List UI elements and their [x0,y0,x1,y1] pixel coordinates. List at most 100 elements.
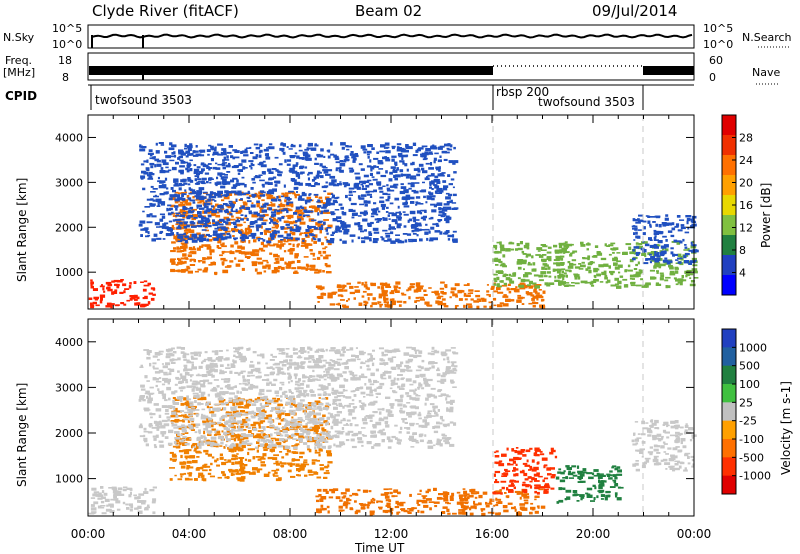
data-cell [247,434,254,438]
data-cell [636,235,641,239]
data-cell [297,378,301,382]
data-cell [442,423,449,427]
data-cell [174,218,181,222]
data-cell [193,449,197,452]
data-cell [349,153,354,156]
data-cell [446,206,452,210]
data-cell [295,380,300,383]
data-cell [685,215,692,218]
data-cell [253,176,259,178]
data-cell [278,422,282,425]
data-cell [546,283,551,287]
data-cell [434,425,441,429]
data-cell [323,185,329,188]
data-cell [505,248,511,252]
data-cell [233,350,240,353]
data-cell [88,297,93,300]
data-cell [407,369,413,372]
data-cell [161,419,168,423]
data-cell [217,240,222,244]
data-cell [167,228,173,232]
data-cell [420,217,424,220]
data-cell [410,412,415,416]
data-cell [304,408,308,411]
data-cell [180,402,185,406]
data-cell [318,269,322,273]
data-cell [300,362,304,366]
data-cell [558,245,563,249]
data-cell [519,296,525,299]
data-cell [222,392,226,396]
data-cell [387,446,392,449]
data-cell [429,367,432,370]
data-cell [97,505,102,509]
data-cell [215,444,219,448]
data-cell [358,302,363,306]
data-cell [653,264,660,267]
data-cell [370,166,375,170]
data-cell [243,441,248,445]
data-cell [303,209,308,213]
data-cell [635,271,642,275]
data-cell [161,159,167,163]
data-cell [212,219,215,223]
data-cell [629,274,635,278]
data-cell [525,256,529,258]
data-cell [305,268,310,270]
data-cell [256,441,260,444]
data-cell [235,208,238,212]
data-cell [223,380,230,383]
data-cell [187,270,193,274]
data-cell [216,176,219,180]
data-cell [195,381,201,385]
data-cell [272,231,278,235]
data-cell [616,260,621,263]
data-cell [414,227,419,231]
data-cell [239,472,244,475]
data-cell [300,428,305,432]
data-cell [451,207,458,210]
data-cell [324,236,327,239]
data-cell [361,434,365,436]
data-cell [544,267,548,270]
data-cell [354,289,361,293]
data-cell [178,187,182,191]
data-cell [663,244,669,248]
data-cell [245,418,251,422]
data-cell [273,253,278,258]
data-cell [308,449,312,453]
data-cell [413,229,420,232]
data-cell [510,288,517,291]
data-cell [202,360,206,363]
data-cell [192,386,199,389]
data-cell [418,424,424,428]
data-cell [202,260,206,264]
data-cell [168,220,173,223]
data-cell [196,467,202,470]
data-cell [449,296,452,299]
data-cell [406,413,412,416]
data-cell [554,251,560,254]
data-cell [199,239,204,243]
data-cell [267,445,273,449]
data-cell [515,248,519,251]
data-cell [184,425,187,429]
data-cell [215,214,221,218]
data-cell [436,380,443,383]
data-cell [262,219,268,222]
data-cell [225,251,230,253]
data-cell [298,437,303,441]
data-cell [644,255,647,258]
data-cell [280,142,284,145]
data-cell [186,460,192,464]
data-cell [293,401,296,404]
data-cell [214,146,217,149]
data-cell [410,446,415,448]
data-cell [324,397,329,400]
data-cell [311,408,317,410]
data-cell [149,162,155,166]
data-cell [323,391,327,394]
data-cell [404,149,409,153]
data-cell [409,437,414,441]
data-cell [244,228,248,233]
